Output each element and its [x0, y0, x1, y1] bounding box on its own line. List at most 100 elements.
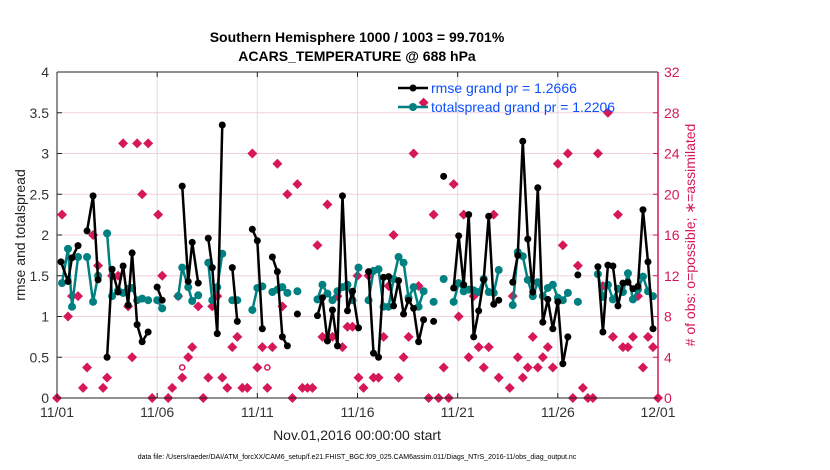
rmse-segment	[207, 238, 214, 268]
totalspread-point	[293, 287, 302, 296]
totalspread-segment	[402, 262, 410, 298]
rmse-segment	[516, 141, 525, 256]
obs-count-marker	[542, 342, 553, 353]
obs-count-marker	[473, 342, 484, 353]
rmse-segment	[231, 267, 239, 322]
obs-count-marker	[222, 382, 233, 393]
rmse-segment	[110, 268, 120, 293]
obs-count-marker	[607, 331, 618, 342]
rmse-segment	[596, 266, 605, 333]
x-axis-label: Nov.01,2016 00:00:00 start	[273, 427, 441, 443]
totalspread-point	[449, 297, 458, 306]
rmse-segment	[190, 242, 200, 284]
totalspread-segment	[85, 256, 95, 302]
rmse-point	[534, 184, 542, 192]
y-tick-label: 3.5	[30, 105, 50, 121]
totalspread-point	[283, 288, 292, 297]
rmse-segment	[561, 336, 570, 364]
rmse-segment	[256, 240, 264, 329]
rmse-point	[490, 300, 498, 308]
rmse-point	[318, 294, 326, 302]
obs-count-marker	[562, 148, 573, 159]
obs-count-marker	[203, 372, 214, 383]
rmse-segment	[487, 216, 495, 305]
rmse-segment	[85, 195, 95, 232]
obs-count-marker	[78, 382, 89, 393]
totalspread-segment	[60, 248, 70, 284]
obs-count-marker	[167, 382, 178, 393]
obs-count-marker	[262, 382, 273, 393]
legend-rmse-marker	[409, 84, 417, 92]
obs-count-marker	[388, 230, 399, 240]
obs-count-marker	[622, 342, 633, 353]
rmse-point	[83, 227, 91, 235]
rmse-segment	[116, 265, 125, 293]
totalspread-segment	[176, 267, 184, 297]
totalspread-point	[394, 253, 403, 262]
obs-count-marker	[577, 382, 588, 393]
rmse-point	[273, 268, 281, 276]
obs-count-marker	[418, 97, 429, 108]
obs-count-marker	[272, 158, 283, 169]
rmse-point	[430, 317, 438, 325]
x-tick-label: 11/06	[140, 404, 174, 420]
gridlines	[57, 72, 658, 398]
rmse-point	[108, 265, 116, 273]
rmse-point	[400, 310, 408, 318]
rmse-point	[228, 264, 236, 272]
legend: rmse grand pr = 1.2666 totalspread grand…	[398, 80, 615, 115]
rmse-point	[64, 277, 72, 285]
rmse-point	[370, 349, 378, 357]
rmse-segment	[341, 195, 349, 311]
y-tick-label: 1	[41, 309, 49, 325]
totalspread-point	[508, 301, 517, 310]
totalspread-point	[318, 280, 327, 289]
obs-count-marker	[157, 270, 168, 281]
obs-count-marker	[227, 342, 238, 353]
rmse-point	[144, 328, 152, 336]
obs-count-marker	[448, 179, 459, 190]
obs-count-marker	[647, 342, 658, 353]
totalspread-point	[174, 292, 183, 301]
totalspread-point	[153, 296, 162, 305]
rmse-segment	[321, 297, 329, 342]
obs-count-marker	[302, 382, 313, 393]
obs-count-marker	[637, 362, 648, 373]
rmse-point	[119, 262, 127, 270]
rmse-point	[158, 296, 166, 304]
obs-count-marker	[642, 331, 653, 342]
totalspread-point	[563, 288, 572, 297]
obs-count-marker	[373, 372, 384, 383]
x-tick-label: 11/11	[241, 404, 274, 420]
rmse-segment	[91, 195, 100, 280]
totalspread-point	[354, 263, 363, 272]
rmse-point	[539, 318, 547, 326]
y-tick-label: 0.5	[30, 349, 50, 365]
obs-count-marker	[483, 342, 494, 353]
rmse-point	[465, 211, 473, 219]
totalspread-point	[494, 266, 503, 275]
rmse-segment	[412, 308, 420, 342]
obs-count-marker	[463, 352, 474, 363]
obs-count-marker	[408, 148, 419, 159]
rmse-point	[178, 182, 186, 190]
rmse-segment	[641, 209, 650, 263]
rmse-point	[204, 234, 212, 242]
rmse-segment	[457, 235, 465, 285]
rmse-point	[480, 276, 488, 284]
rmse-segment	[336, 195, 344, 346]
rmse-point	[495, 296, 503, 304]
rmse-segment	[616, 282, 625, 307]
rmse-segment	[397, 280, 405, 315]
y-right-tick-label: 32	[664, 64, 680, 80]
rmse-point	[420, 316, 428, 324]
legend-rmse-label: rmse grand pr = 1.2666	[431, 80, 577, 96]
rmse-point	[614, 302, 622, 310]
totalspread-point	[628, 295, 637, 304]
obs-count-marker	[187, 342, 198, 353]
rmse-point	[639, 206, 647, 214]
rmse-point	[365, 268, 373, 276]
totalspread-point	[328, 296, 337, 305]
x-tick-label: 11/21	[441, 404, 475, 420]
totalspread-point	[194, 291, 203, 300]
